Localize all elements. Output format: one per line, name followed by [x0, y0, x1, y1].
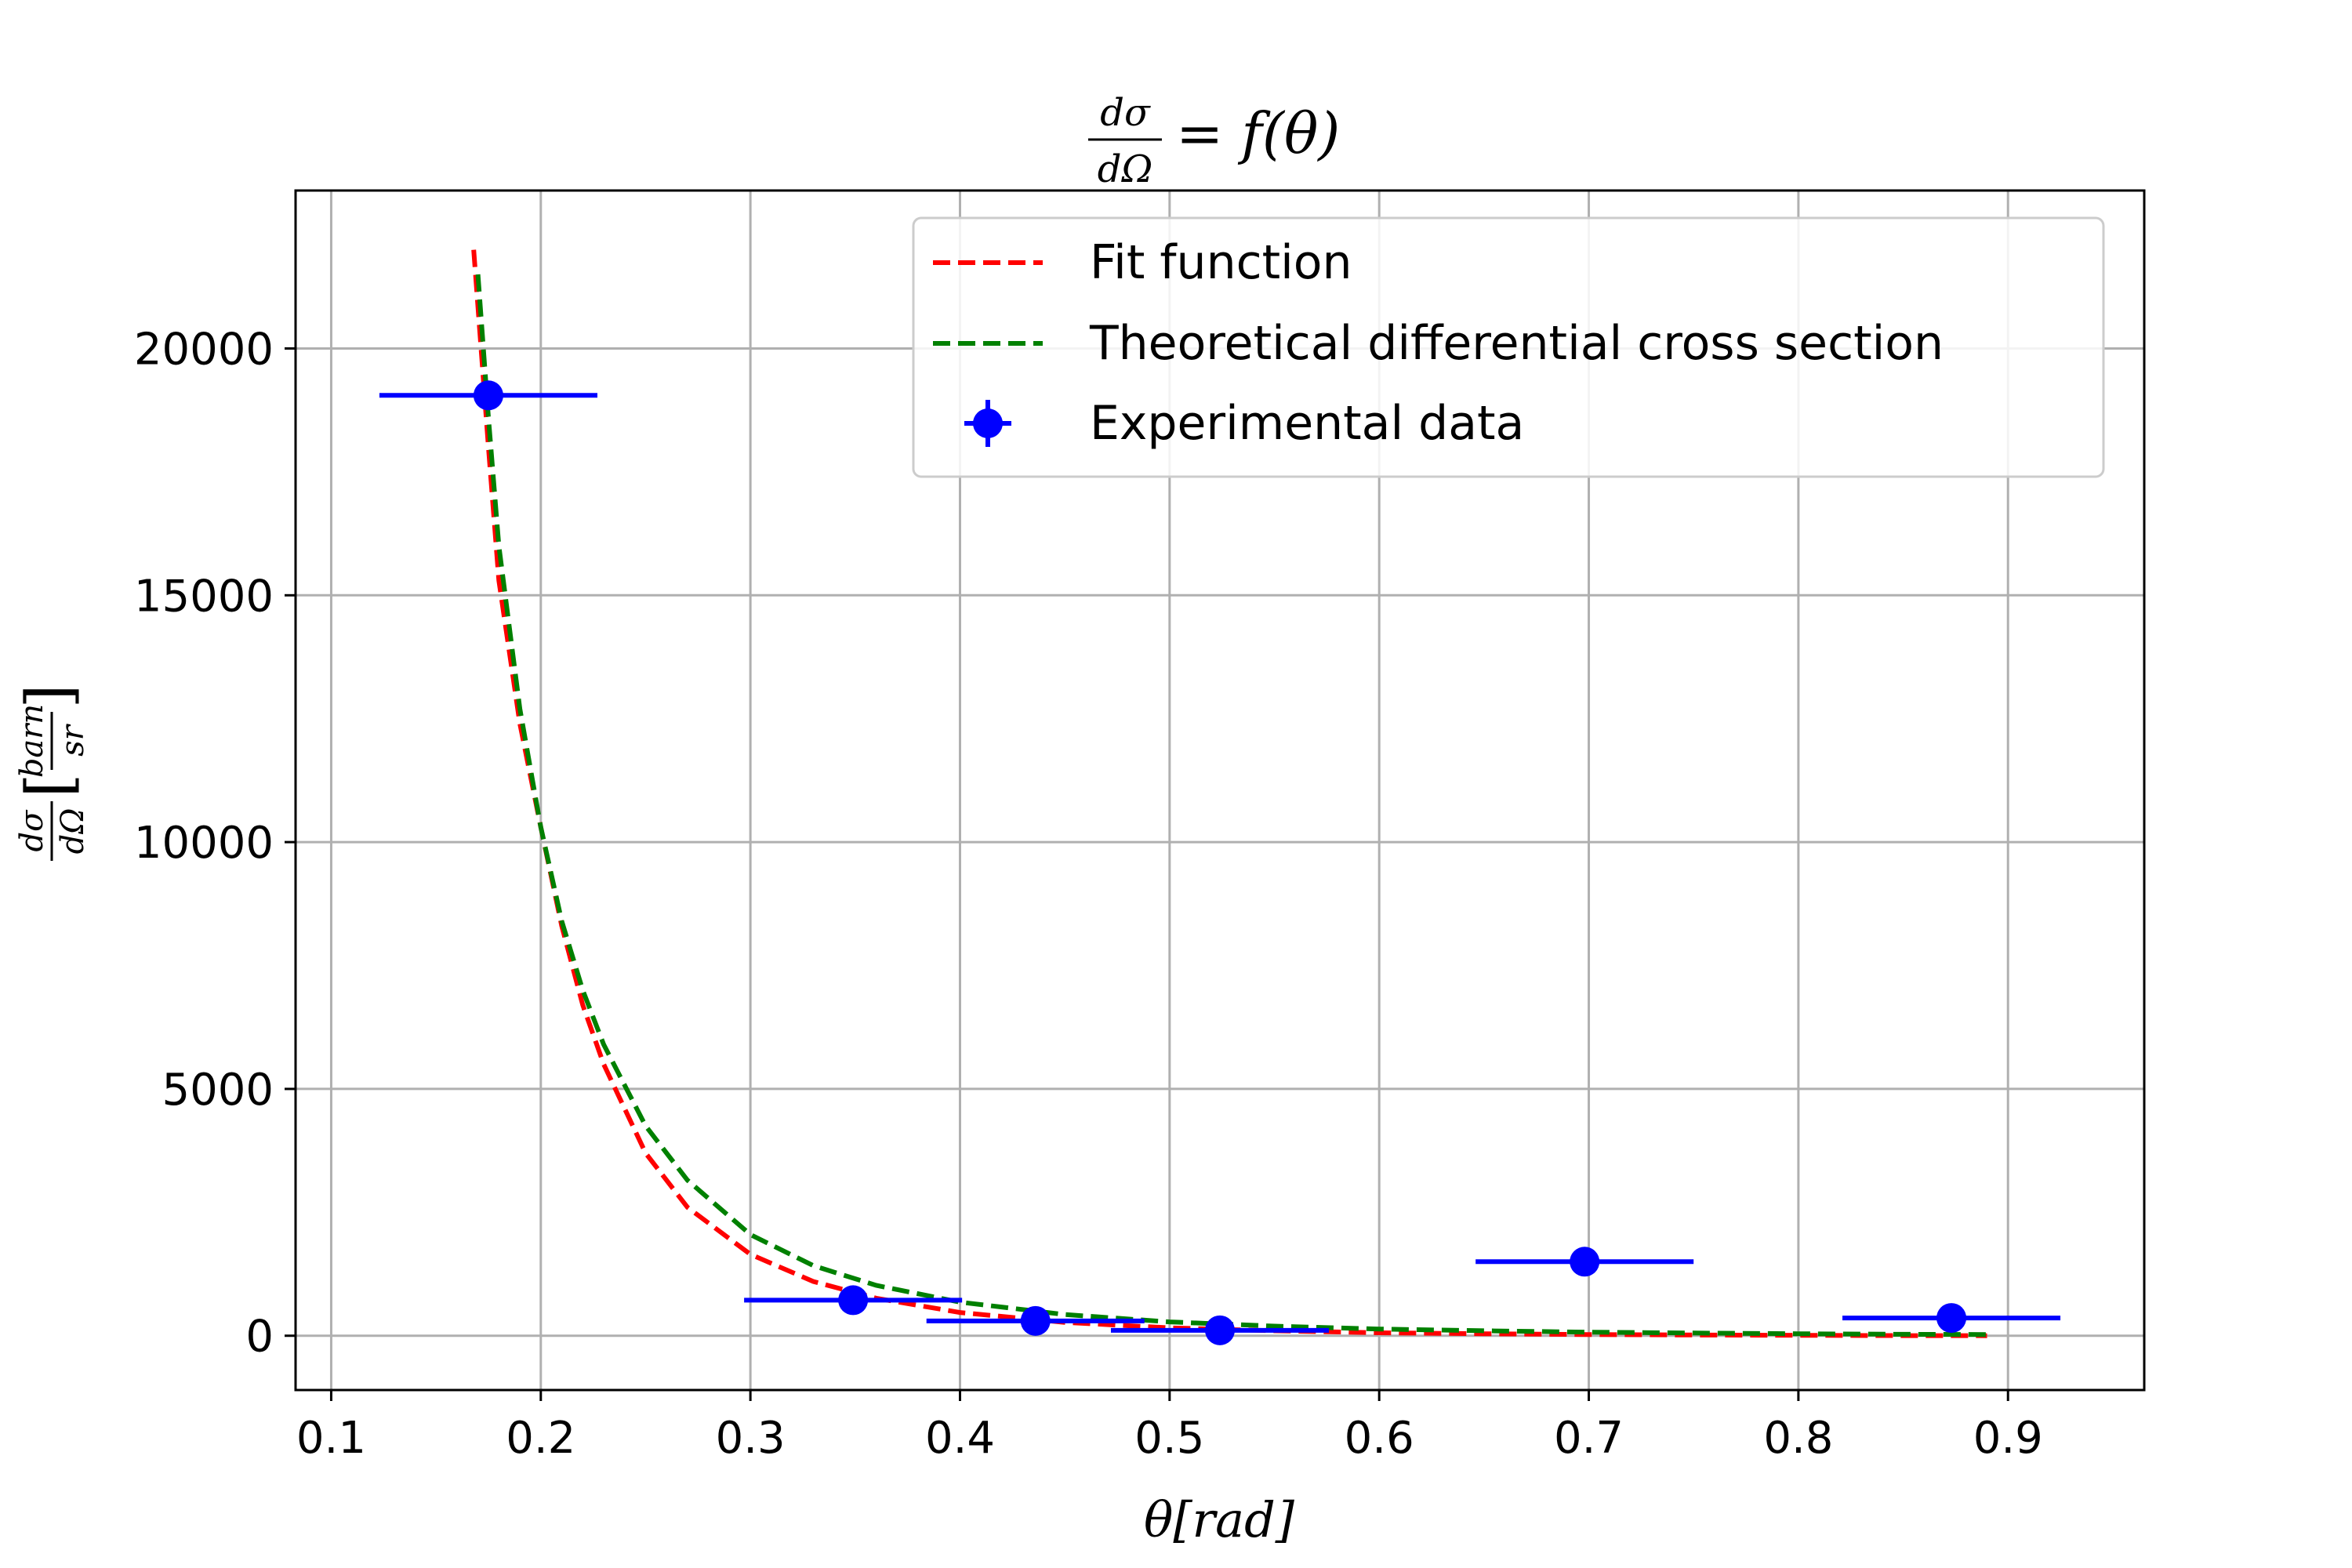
- title-rhs: = f(θ): [1176, 100, 1340, 166]
- x-tick-label: 0.8: [1763, 1413, 1833, 1464]
- experimental-points: [379, 380, 2061, 1345]
- data-point: [838, 1285, 869, 1316]
- data-point: [1570, 1247, 1600, 1277]
- x-tick-label: 0.9: [1973, 1413, 2043, 1464]
- series-line-theoretical: [475, 274, 1987, 1338]
- y-label-frac-numerator: dσ: [14, 809, 50, 852]
- x-tick-label: 0.3: [716, 1413, 786, 1464]
- x-axis-ticks: 0.1 0.2 0.3 0.4 0.5 0.6 0.7 0.8 0.9: [296, 1390, 2043, 1464]
- data-point: [1936, 1303, 1967, 1334]
- title-frac-numerator: dσ: [1100, 91, 1151, 135]
- y-axis-ticks: 0 5000 10000 15000 20000: [134, 324, 296, 1363]
- legend-label-experimental: Experimental data: [1090, 396, 1524, 451]
- y-tick-label: 20000: [134, 324, 274, 375]
- x-tick-label: 0.4: [925, 1413, 995, 1464]
- x-tick-label: 0.7: [1554, 1413, 1624, 1464]
- y-tick-label: 0: [245, 1312, 274, 1363]
- x-tick-label: 0.2: [506, 1413, 575, 1464]
- data-point: [1205, 1315, 1235, 1345]
- y-label-frac-denominator: dΩ: [55, 808, 91, 855]
- legend-label-theoretical: Theoretical differential cross section: [1089, 316, 1944, 371]
- x-tick-label: 0.5: [1134, 1413, 1204, 1464]
- chart-title: dσ dΩ = f(θ): [1088, 91, 1340, 191]
- legend-label-fit-function: Fit function: [1090, 235, 1352, 290]
- y-label-unit-numerator: barn: [14, 704, 50, 778]
- series-lines: [471, 249, 1987, 1338]
- title-frac-denominator: dΩ: [1098, 147, 1153, 191]
- y-label-unit-denominator: sr: [55, 723, 91, 757]
- y-tick-label: 15000: [134, 571, 274, 622]
- x-tick-label: 0.6: [1345, 1413, 1414, 1464]
- x-tick-label: 0.1: [296, 1413, 366, 1464]
- y-label-bracket-left: [: [13, 773, 85, 797]
- y-tick-label: 5000: [162, 1065, 274, 1116]
- x-axis-label: θ[rad]: [1144, 1491, 1295, 1548]
- legend: Fit function Theoretical differential cr…: [912, 216, 2105, 478]
- data-point: [473, 380, 503, 411]
- data-point: [1020, 1305, 1051, 1336]
- legend-swatch-marker: [973, 408, 1003, 438]
- y-label-bracket-right: ]: [13, 684, 85, 708]
- plot-frame: [294, 189, 2146, 1392]
- y-axis-label: dσ dΩ [ barn sr ]: [13, 684, 91, 861]
- y-tick-label: 10000: [134, 818, 274, 869]
- legend-box: [912, 216, 2105, 478]
